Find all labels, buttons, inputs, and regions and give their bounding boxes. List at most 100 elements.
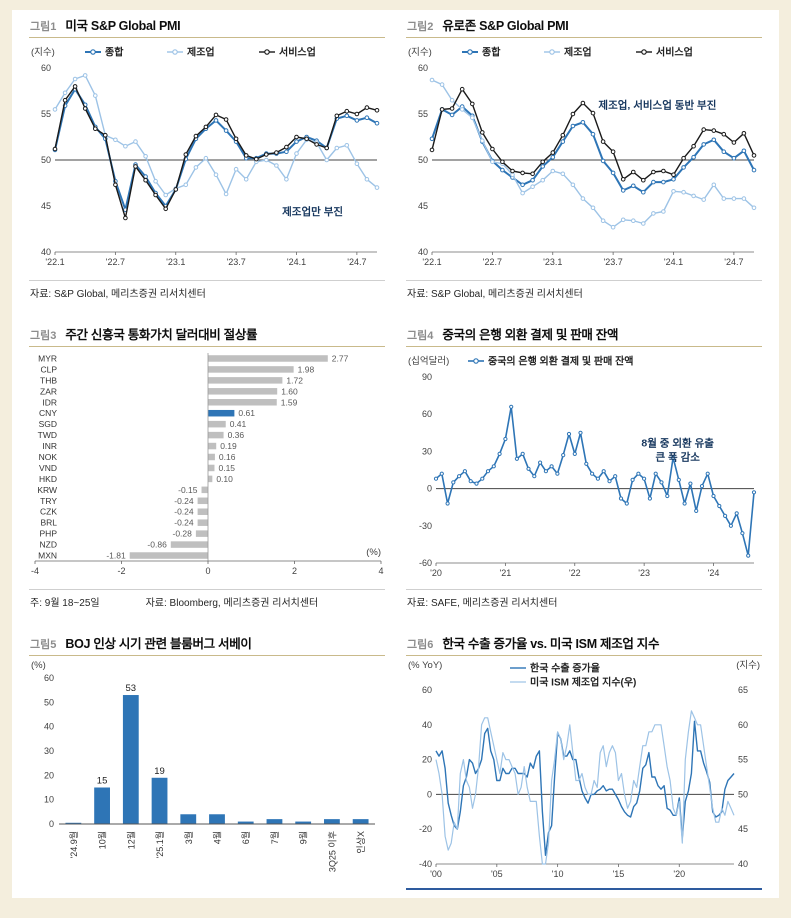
svg-text:4월: 4월 (212, 831, 223, 844)
korea-exports-ism-chart: 60 40 20 0 -20 -40 65 60 55 50 45 40 '00 '05 '10 '15 '20… (408, 660, 760, 879)
svg-text:40: 40 (418, 247, 428, 257)
svg-text:중국의 은행 외환 결제 및 판매 잔액: 중국의 은행 외환 결제 및 판매 잔액 (488, 355, 633, 368)
svg-text:'24.9월: '24.9월 (68, 831, 79, 859)
panel-header: 그림3 주간 신흥국 통화가치 달러대비 절상률 (29, 321, 385, 347)
charts-grid: 그림1 미국 S&P Global PMI 60 55 50 45 40'22.1'22… (12, 10, 779, 918)
svg-text:CLP: CLP (40, 364, 57, 374)
svg-text:제조업만 부진: 제조업만 부진 (282, 205, 343, 218)
svg-text:제조업: 제조업 (564, 46, 592, 59)
svg-text:'20: '20 (673, 869, 685, 879)
svg-text:0: 0 (427, 484, 432, 494)
svg-text:50: 50 (738, 789, 748, 799)
svg-text:53: 53 (126, 683, 137, 694)
svg-text:(%): (%) (366, 547, 381, 558)
svg-text:SGD: SGD (39, 419, 57, 429)
boj-survey-chart: 60 50 40 30 20 10 0 '24.9월 15 10월 53 12월 19 '25.1월 3월 4… (31, 660, 375, 872)
svg-text:CZK: CZK (40, 507, 57, 517)
svg-text:'22.7: '22.7 (483, 257, 502, 267)
svg-text:종합: 종합 (105, 46, 124, 59)
svg-text:40: 40 (738, 859, 748, 869)
svg-text:'05: '05 (491, 869, 503, 879)
svg-text:40: 40 (41, 247, 51, 257)
svg-text:1.60: 1.60 (281, 386, 298, 396)
china-fx-balance-chart: 90 60 30 0 -30 -60'20 '21 '22 '23 '24 (십억달러) 중국의 은행… (408, 355, 757, 578)
svg-text:12월: 12월 (125, 831, 136, 849)
svg-text:50: 50 (418, 155, 428, 165)
figure-number: 그림4 (407, 330, 434, 342)
svg-text:'21: '21 (500, 568, 512, 578)
svg-text:20: 20 (422, 755, 432, 765)
us-pmi-chart: 60 55 50 45 40'22.1 '22.7 '23.1 '23.7 '24.1 '24.7… (31, 46, 380, 267)
svg-text:0.10: 0.10 (216, 474, 233, 484)
svg-text:CNY: CNY (39, 408, 57, 418)
svg-text:서비스업: 서비스업 (279, 46, 316, 59)
figure-title: BOJ 인상 시기 관련 블룸버그 서베이 (65, 637, 252, 651)
svg-text:60: 60 (738, 720, 748, 730)
svg-text:PHP: PHP (40, 529, 58, 539)
svg-text:TWD: TWD (38, 430, 57, 440)
svg-text:(지수): (지수) (408, 47, 432, 58)
source-note: 자료: S&P Global, 메리츠증권 리서치센터 (29, 280, 385, 300)
source-note: 주: 9월 18~25일 자료: Bloomberg, 메리츠증권 리서치센터 (29, 589, 385, 609)
figure-number: 그림3 (30, 330, 57, 342)
svg-text:0.19: 0.19 (220, 441, 237, 451)
figure-title: 중국의 은행 외환 결제 및 판매 잔액 (442, 328, 619, 342)
svg-text:0: 0 (205, 566, 210, 576)
svg-text:-20: -20 (419, 824, 432, 834)
panel-eurozone-pmi: 그림2 유로존 S&P Global PMI 60 55 50 45 40'22.1 '2… (406, 12, 762, 300)
figure-title: 한국 수출 증가율 vs. 미국 ISM 제조업 지수 (442, 637, 660, 651)
svg-text:'25.1월: '25.1월 (154, 831, 165, 859)
svg-text:제조업, 서비스업 동반 부진: 제조업, 서비스업 동반 부진 (598, 98, 716, 111)
svg-text:BRL: BRL (40, 518, 57, 528)
svg-text:'22.1: '22.1 (422, 257, 441, 267)
svg-text:3Q25 이후: 3Q25 이후 (327, 831, 337, 872)
svg-text:15: 15 (97, 776, 108, 787)
source-text: 자료: Bloomberg, 메리츠증권 리서치센터 (145, 598, 319, 609)
svg-text:0.15: 0.15 (218, 463, 235, 473)
svg-text:인상X: 인상X (356, 831, 366, 854)
svg-text:-30: -30 (419, 521, 432, 531)
svg-text:'23: '23 (638, 568, 650, 578)
svg-text:-0.24: -0.24 (174, 496, 194, 506)
figure-title: 유로존 S&P Global PMI (442, 19, 569, 33)
panel-us-pmi: 그림1 미국 S&P Global PMI 60 55 50 45 40'22.1 '22… (29, 12, 385, 300)
svg-text:65: 65 (738, 685, 748, 695)
svg-text:NZD: NZD (40, 540, 57, 550)
svg-text:55: 55 (738, 755, 748, 765)
svg-text:9월: 9월 (298, 831, 309, 844)
source-note: 자료: S&P Global, 메리츠증권 리서치센터 (406, 280, 762, 300)
svg-text:(지수): (지수) (736, 660, 760, 671)
svg-text:-4: -4 (31, 566, 39, 576)
svg-text:(십억달러): (십억달러) (408, 355, 449, 367)
report-page: 그림1 미국 S&P Global PMI 60 55 50 45 40'22.1'22… (12, 10, 779, 898)
svg-text:서비스업: 서비스업 (656, 46, 693, 59)
svg-text:1.59: 1.59 (281, 397, 298, 407)
eurozone-pmi-chart: 60 55 50 45 40'22.1 '22.7 '23.1 '23.7 '24.1 '24.7… (408, 46, 757, 267)
svg-text:30: 30 (44, 746, 54, 756)
figure-title: 주간 신흥국 통화가치 달러대비 절상률 (65, 328, 258, 342)
svg-text:MYR: MYR (38, 353, 57, 363)
source-text: 자료: S&P Global, 메리츠증권 리서치센터 (30, 289, 206, 300)
svg-text:10: 10 (44, 795, 54, 805)
svg-text:8월 중 외환 유출: 8월 중 외환 유출 (641, 436, 714, 449)
svg-text:'23.1: '23.1 (543, 257, 562, 267)
svg-text:-60: -60 (419, 558, 432, 568)
source-note: 자료: SAFE, 메리츠증권 리서치센터 (406, 589, 762, 609)
svg-text:'24.1: '24.1 (664, 257, 683, 267)
svg-text:-1.81: -1.81 (106, 551, 126, 561)
svg-text:20: 20 (44, 770, 54, 780)
panel-em-fx: 그림3 주간 신흥국 통화가치 달러대비 절상률 MYR 2.77 CLP 1.98 T… (29, 321, 385, 609)
svg-text:'00: '00 (430, 869, 442, 879)
svg-text:MXN: MXN (38, 551, 57, 561)
svg-text:0.36: 0.36 (228, 430, 245, 440)
svg-text:45: 45 (418, 201, 428, 211)
svg-text:60: 60 (41, 63, 51, 73)
svg-text:한국 수출 증가율: 한국 수출 증가율 (530, 662, 600, 675)
svg-text:ZAR: ZAR (40, 386, 57, 396)
svg-text:19: 19 (154, 766, 165, 777)
svg-text:'20: '20 (430, 568, 442, 578)
svg-text:6월: 6월 (240, 831, 251, 844)
svg-text:'24.7: '24.7 (724, 257, 743, 267)
svg-text:KRW: KRW (37, 485, 57, 495)
svg-text:60: 60 (422, 409, 432, 419)
